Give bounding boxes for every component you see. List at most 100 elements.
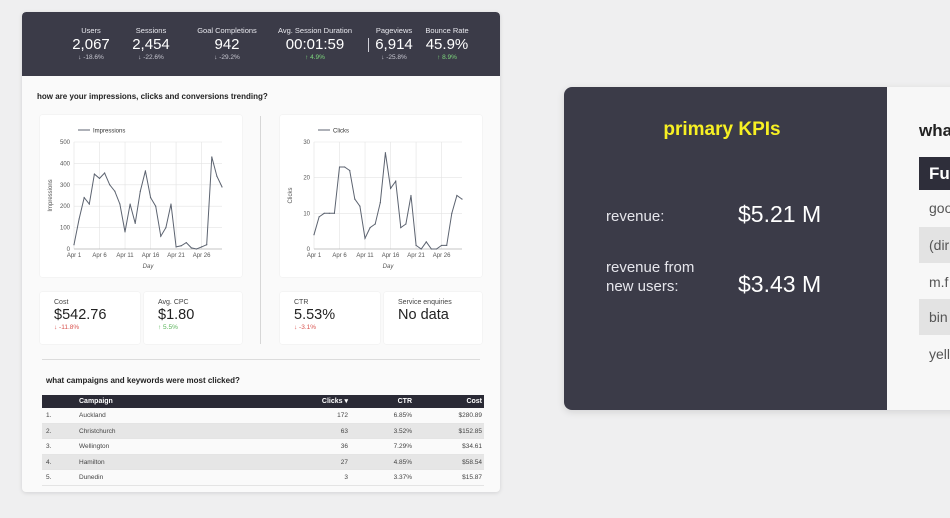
data-point	[93, 173, 96, 175]
series-line	[73, 156, 223, 250]
data-point	[134, 222, 136, 224]
kpi-value: 942	[214, 36, 240, 53]
data-point	[389, 187, 392, 189]
side-table-row[interactable]: m.f	[929, 274, 949, 290]
cost-cell: $15.87	[462, 474, 482, 481]
legend-label: Impressions	[93, 129, 125, 135]
x-tick-label: Apr 1	[67, 253, 82, 259]
data-point	[410, 194, 412, 197]
stat-cost[interactable]: Cost $542.76 ↓ -11.8%	[40, 292, 140, 344]
column-header-campaign[interactable]: Campaign	[79, 398, 113, 405]
revenue-value: $5.21 M	[738, 201, 822, 227]
kpi-delta: ↓ -22.6%	[138, 54, 164, 61]
section-divider	[260, 116, 261, 344]
kpi-sessions[interactable]: Sessions 2,454 ↓ -22.6%	[120, 26, 182, 61]
data-point	[451, 212, 453, 214]
data-point	[323, 212, 325, 214]
kpi-pageviews[interactable]: Pageviews 6,914 ↓ -25.8%	[366, 26, 422, 61]
data-point	[405, 223, 407, 225]
data-point	[313, 234, 315, 236]
data-point	[216, 175, 218, 177]
new-users-revenue-label-line2: new users:	[606, 278, 679, 295]
data-point	[354, 198, 356, 200]
data-point	[369, 227, 371, 229]
stat-label: Cost	[54, 299, 69, 306]
kpi-label: Bounce Rate	[425, 26, 469, 35]
data-point	[83, 197, 85, 199]
y-tick-label: 30	[303, 140, 310, 146]
side-table-row[interactable]: bin	[919, 299, 950, 335]
y-axis-label: Clicks	[288, 188, 294, 204]
side-table-row[interactable]: (dir	[919, 227, 950, 263]
campaign-cell: Hamilton	[79, 458, 105, 466]
data-point	[104, 172, 106, 174]
kpi-label: Avg. Session Duration	[277, 26, 353, 35]
data-point	[139, 190, 141, 192]
kpi-users[interactable]: Users 2,067 ↓ -18.6%	[60, 26, 122, 61]
y-tick-label: 500	[60, 140, 71, 146]
table-row[interactable]: 3. Wellington 36 7.29% $34.61	[42, 439, 484, 455]
campaign-cell: Christchurch	[79, 427, 116, 435]
kpi-label: Sessions	[135, 26, 167, 35]
data-point	[155, 205, 157, 207]
impressions-chart[interactable]: Impressions 0 100 200 300 400 500 Apr 1 Apr 6 Apr…	[40, 115, 242, 277]
ctr-cell: 3.52%	[393, 427, 412, 435]
data-point	[435, 248, 438, 250]
stat-label: CTR	[294, 299, 309, 306]
table-row[interactable]: 5. Dunedin 3 3.37% $15.87	[42, 470, 484, 486]
column-header-cost[interactable]: Cost	[466, 398, 482, 405]
x-axis-label: Day	[383, 264, 395, 270]
trend-section-title: how are your impressions, clicks and con…	[37, 92, 268, 101]
data-point	[149, 197, 152, 199]
x-tick-label: Apr 21	[407, 253, 425, 259]
data-point	[98, 177, 101, 179]
kpi-goal-completions[interactable]: Goal Completions 942 ↓ -29.2%	[190, 26, 264, 61]
data-point	[165, 227, 167, 229]
kpi-label: Goal Completions	[197, 26, 257, 35]
column-header-clicks[interactable]: Clicks ▾	[321, 398, 348, 405]
table-row[interactable]: 1. Auckland 172 6.85% $280.89	[42, 408, 484, 424]
data-point	[359, 205, 361, 207]
table-row[interactable]: 4. Hamilton 27 4.85% $58.54	[42, 454, 484, 470]
kpi-delta: ↑ 8.9%	[437, 54, 457, 61]
kpi-bounce-rate[interactable]: Bounce Rate 45.9% ↑ 8.9%	[420, 26, 474, 61]
side-table-row[interactable]: yell	[929, 346, 950, 362]
data-point	[415, 244, 417, 247]
side-table-header[interactable]: Fu	[919, 157, 950, 190]
chart-svg: Clicks 0 10 20 30 Apr 1 Apr 6 Apr 11 Apr 16 Apr 2…	[288, 129, 463, 270]
data-point	[195, 248, 198, 250]
report-panel: Users 2,067 ↓ -18.6% Sessions 2,454 ↓ -2…	[22, 12, 500, 492]
data-point	[420, 248, 422, 250]
primary-kpis-panel: primary KPIs revenue: $5.21 M revenue fr…	[564, 87, 950, 410]
data-point	[180, 245, 182, 247]
stat-ctr[interactable]: CTR 5.53% ↓ -3.1%	[280, 292, 380, 344]
clicks-cell: 27	[340, 458, 348, 466]
side-table-row[interactable]: goo	[929, 200, 950, 216]
x-tick-label: Apr 1	[307, 253, 322, 259]
x-tick-label: Apr 16	[142, 253, 160, 259]
row-number: 1.	[46, 412, 52, 419]
data-point	[400, 227, 402, 229]
kpi-value: 45.9%	[425, 36, 469, 53]
stat-avg-cpc[interactable]: Avg. CPC $1.80 ↑ 5.5%	[144, 292, 242, 344]
kpi-value: 00:01:59	[285, 36, 345, 53]
clicks-chart[interactable]: Clicks 0 10 20 30 Apr 1 Apr 6 Apr 11 Apr 16 Apr 2…	[280, 115, 482, 277]
data-point	[221, 186, 223, 188]
table-row[interactable]: 2. Christchurch 63 3.52% $152.85	[42, 423, 484, 439]
side-table-card: wha Fu goo (dir m.f bin yell	[887, 87, 950, 410]
data-point	[129, 203, 131, 205]
stat-service-enquiries[interactable]: Service enquiries No data	[384, 292, 482, 344]
x-tick-label: Apr 21	[167, 253, 185, 259]
data-point	[144, 170, 147, 172]
kpi-value: 2,454	[132, 36, 170, 53]
kpi-avg-session-duration[interactable]: Avg. Session Duration 00:01:59 ↑ 4.9%	[274, 26, 356, 61]
data-point	[160, 235, 162, 237]
column-header-ctr[interactable]: CTR	[397, 398, 412, 405]
clicks-cell: 63	[340, 427, 348, 435]
row-number: 3.	[46, 443, 52, 450]
x-tick-label: Apr 11	[356, 253, 374, 259]
kpi-delta: ↓ -18.6%	[78, 54, 104, 61]
ctr-cell: 7.29%	[393, 443, 412, 450]
kpi-delta: ↓ -25.8%	[381, 54, 407, 61]
data-point	[379, 202, 381, 204]
